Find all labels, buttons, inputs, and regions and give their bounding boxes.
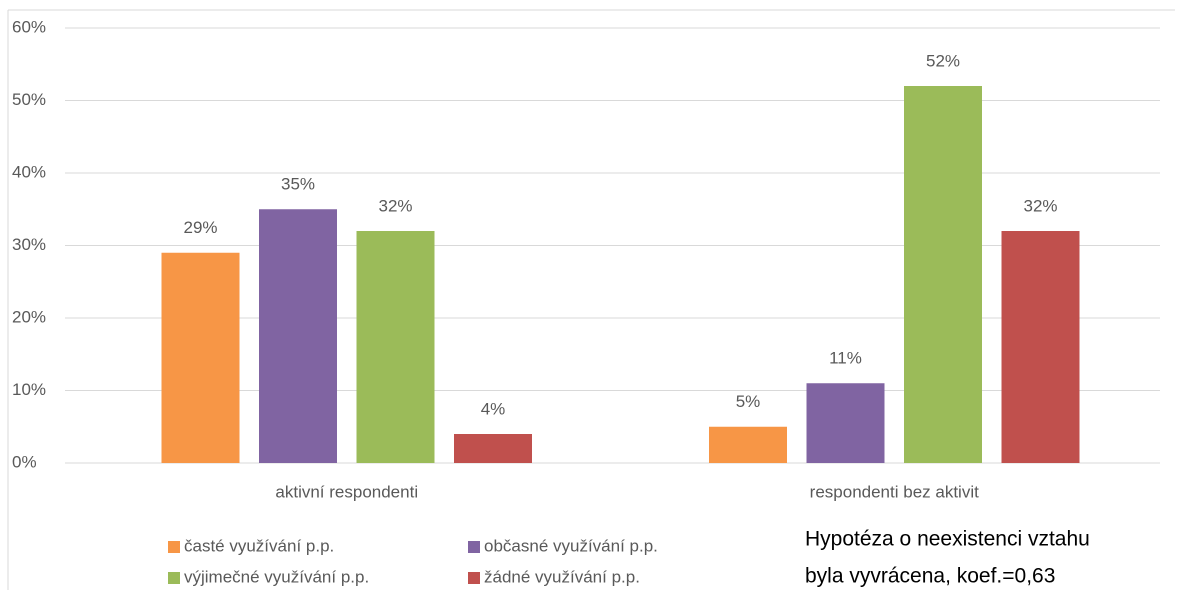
y-tick-label: 30% bbox=[12, 235, 46, 254]
bar bbox=[356, 231, 435, 463]
data-label: 32% bbox=[378, 196, 412, 215]
legend-swatch bbox=[168, 541, 180, 553]
data-label: 29% bbox=[183, 218, 217, 237]
bar bbox=[904, 86, 982, 463]
annotation: byla vyvrácena, koef.=0,63 bbox=[805, 565, 1055, 588]
legend-label: časté využívání p.p. bbox=[184, 536, 334, 555]
x-tick-label: aktivní respondenti bbox=[275, 482, 418, 501]
y-tick-label: 50% bbox=[12, 90, 46, 109]
bar bbox=[1001, 231, 1080, 463]
data-label: 5% bbox=[736, 392, 761, 411]
y-tick-label: 20% bbox=[12, 307, 46, 326]
y-tick-label: 40% bbox=[12, 162, 46, 181]
y-tick-label: 60% bbox=[12, 17, 46, 36]
legend-label: žádné využívání p.p. bbox=[484, 567, 640, 586]
data-label: 52% bbox=[926, 51, 960, 70]
annotation: Hypotéza o neexistenci vztahu bbox=[805, 528, 1090, 551]
bar bbox=[806, 383, 885, 463]
bar bbox=[259, 209, 337, 463]
data-label: 35% bbox=[281, 175, 315, 194]
y-tick-label: 10% bbox=[12, 380, 46, 399]
bar bbox=[454, 434, 532, 463]
bar bbox=[709, 426, 787, 463]
legend-swatch bbox=[468, 541, 480, 553]
y-tick-label: 0% bbox=[12, 452, 37, 471]
data-label: 32% bbox=[1023, 196, 1057, 215]
legend-swatch bbox=[168, 572, 180, 584]
data-label: 11% bbox=[829, 349, 862, 368]
legend-swatch bbox=[468, 572, 480, 584]
legend-label: výjimečné využívání p.p. bbox=[184, 567, 369, 586]
data-label: 4% bbox=[481, 399, 506, 418]
legend-label: občasné využívání p.p. bbox=[484, 536, 658, 555]
bar bbox=[161, 252, 240, 463]
x-tick-label: respondenti bez aktivit bbox=[810, 482, 979, 501]
